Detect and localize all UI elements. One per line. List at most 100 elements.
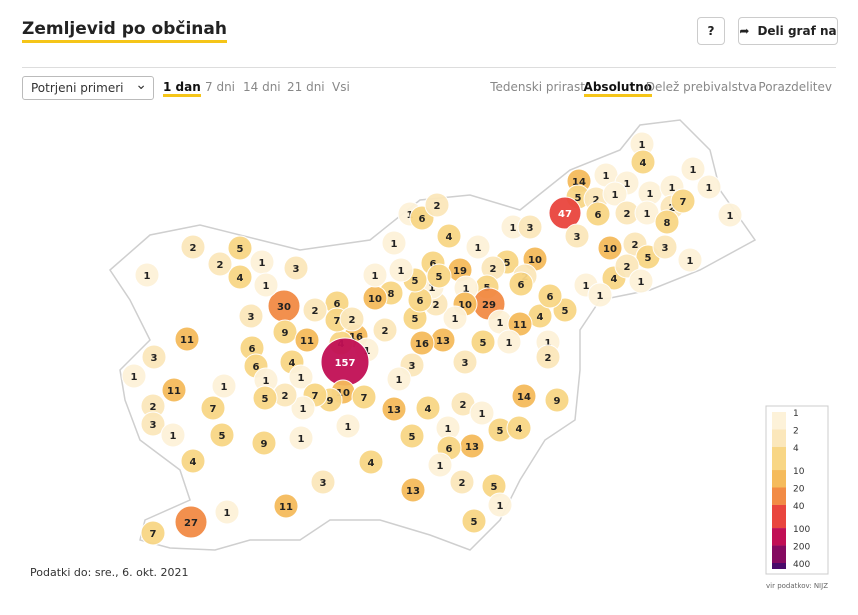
municipality-value: 5 <box>412 314 419 325</box>
municipality-value: 4 <box>537 312 544 323</box>
municipality <box>180 448 206 474</box>
municipality <box>587 282 613 308</box>
tab[interactable]: 7 dni <box>205 80 236 94</box>
municipality <box>141 344 167 370</box>
tab[interactable]: Delež prebivalstva <box>645 80 757 94</box>
municipality <box>339 306 365 332</box>
legend-swatch <box>772 412 786 430</box>
help-button[interactable]: ? <box>697 17 725 45</box>
municipality-value: 1 <box>638 277 645 288</box>
legend-tick-label: 400 <box>793 560 810 570</box>
tab[interactable]: Absolutno <box>583 80 652 97</box>
metric-select[interactable]: Potrjeni primeri <box>22 76 154 100</box>
municipality <box>424 192 450 218</box>
municipality <box>535 344 561 370</box>
legend-swatch <box>772 470 786 488</box>
municipality <box>452 349 478 375</box>
tab[interactable]: 21 dni <box>287 80 325 94</box>
municipality <box>628 268 654 294</box>
municipality-value: 5 <box>491 482 498 493</box>
municipality-value: 11 <box>300 336 314 347</box>
municipality-value: 1 <box>259 258 266 269</box>
municipality-value: 2 <box>545 353 552 364</box>
municipality-value: 6 <box>430 259 437 270</box>
municipality-value: 4 <box>516 424 523 435</box>
municipality <box>140 520 166 546</box>
municipality-value: 3 <box>248 312 255 323</box>
municipality-value: 5 <box>504 258 511 269</box>
municipality-value: 2 <box>624 262 631 273</box>
municipality-value: 5 <box>409 432 416 443</box>
municipality-value: 1 <box>647 189 654 200</box>
legend-tick-label: 100 <box>793 525 810 535</box>
municipality-value: 1 <box>597 291 604 302</box>
municipality-value: 30 <box>277 302 291 313</box>
legend-swatch <box>772 545 786 563</box>
municipality <box>272 319 298 345</box>
legend-tick-label: 2 <box>793 426 799 436</box>
municipality-value: 4 <box>368 458 375 469</box>
municipality <box>227 264 253 290</box>
tab[interactable]: 1 dan <box>163 80 201 97</box>
municipality <box>200 395 226 421</box>
municipality-value: 1 <box>263 376 270 387</box>
municipality-value: 2 <box>490 264 497 275</box>
municipality <box>335 413 361 439</box>
municipality <box>121 363 147 389</box>
municipality-value: 5 <box>480 338 487 349</box>
municipality <box>470 329 496 355</box>
municipality <box>288 425 314 451</box>
municipality-value: 1 <box>298 373 305 384</box>
municipality-value: 27 <box>184 518 198 529</box>
municipality <box>351 384 377 410</box>
title: Zemljevid po občinah <box>22 18 227 43</box>
municipality-value: 5 <box>436 272 443 283</box>
municipality-value: 1 <box>445 424 452 435</box>
municipality-value: 3 <box>320 478 327 489</box>
municipality-value: 2 <box>282 391 289 402</box>
tab[interactable]: Tedenski prirast <box>490 80 585 94</box>
municipality <box>597 235 623 261</box>
municipality-value: 10 <box>458 300 472 311</box>
municipality <box>415 395 441 421</box>
municipality <box>372 317 398 343</box>
municipality <box>652 234 678 260</box>
tab[interactable]: 14 dni <box>243 80 281 94</box>
municipality-value: 6 <box>249 344 256 355</box>
municipality-value: 6 <box>547 292 554 303</box>
municipality <box>211 373 237 399</box>
municipality <box>160 422 186 448</box>
municipality <box>238 303 264 329</box>
municipality-value: 5 <box>237 244 244 255</box>
municipality-value: 2 <box>190 243 197 254</box>
municipality-value: 7 <box>150 529 157 540</box>
tab[interactable]: Porazdelitev <box>758 80 832 94</box>
municipality <box>517 214 543 240</box>
municipality-value: 1 <box>506 338 513 349</box>
municipality <box>251 430 277 456</box>
municipality <box>283 255 309 281</box>
municipality-value: 1 <box>345 422 352 433</box>
municipality-value: 1 <box>690 165 697 176</box>
municipality-value: 1 <box>510 223 517 234</box>
municipality-value: 1 <box>372 271 379 282</box>
share-button[interactable]: ➦ Deli graf na <box>738 17 838 45</box>
municipality <box>290 395 316 421</box>
municipality-value: 3 <box>662 243 669 254</box>
municipality-value: 1 <box>612 190 619 201</box>
municipality <box>362 262 388 288</box>
municipality-value: 11 <box>167 386 181 397</box>
legend-tick-label: 40 <box>793 502 805 512</box>
municipality-value: 1 <box>624 179 631 190</box>
municipality-value: 11 <box>513 320 527 331</box>
municipality-value: 8 <box>664 218 671 229</box>
municipality <box>507 311 533 337</box>
tab[interactable]: Vsi <box>332 80 350 94</box>
municipality <box>436 223 462 249</box>
municipality-value: 1 <box>669 183 676 194</box>
municipality <box>511 383 537 409</box>
municipality <box>386 366 412 392</box>
municipality <box>273 493 299 519</box>
municipality-value: 1 <box>429 283 436 294</box>
municipality <box>427 452 453 478</box>
